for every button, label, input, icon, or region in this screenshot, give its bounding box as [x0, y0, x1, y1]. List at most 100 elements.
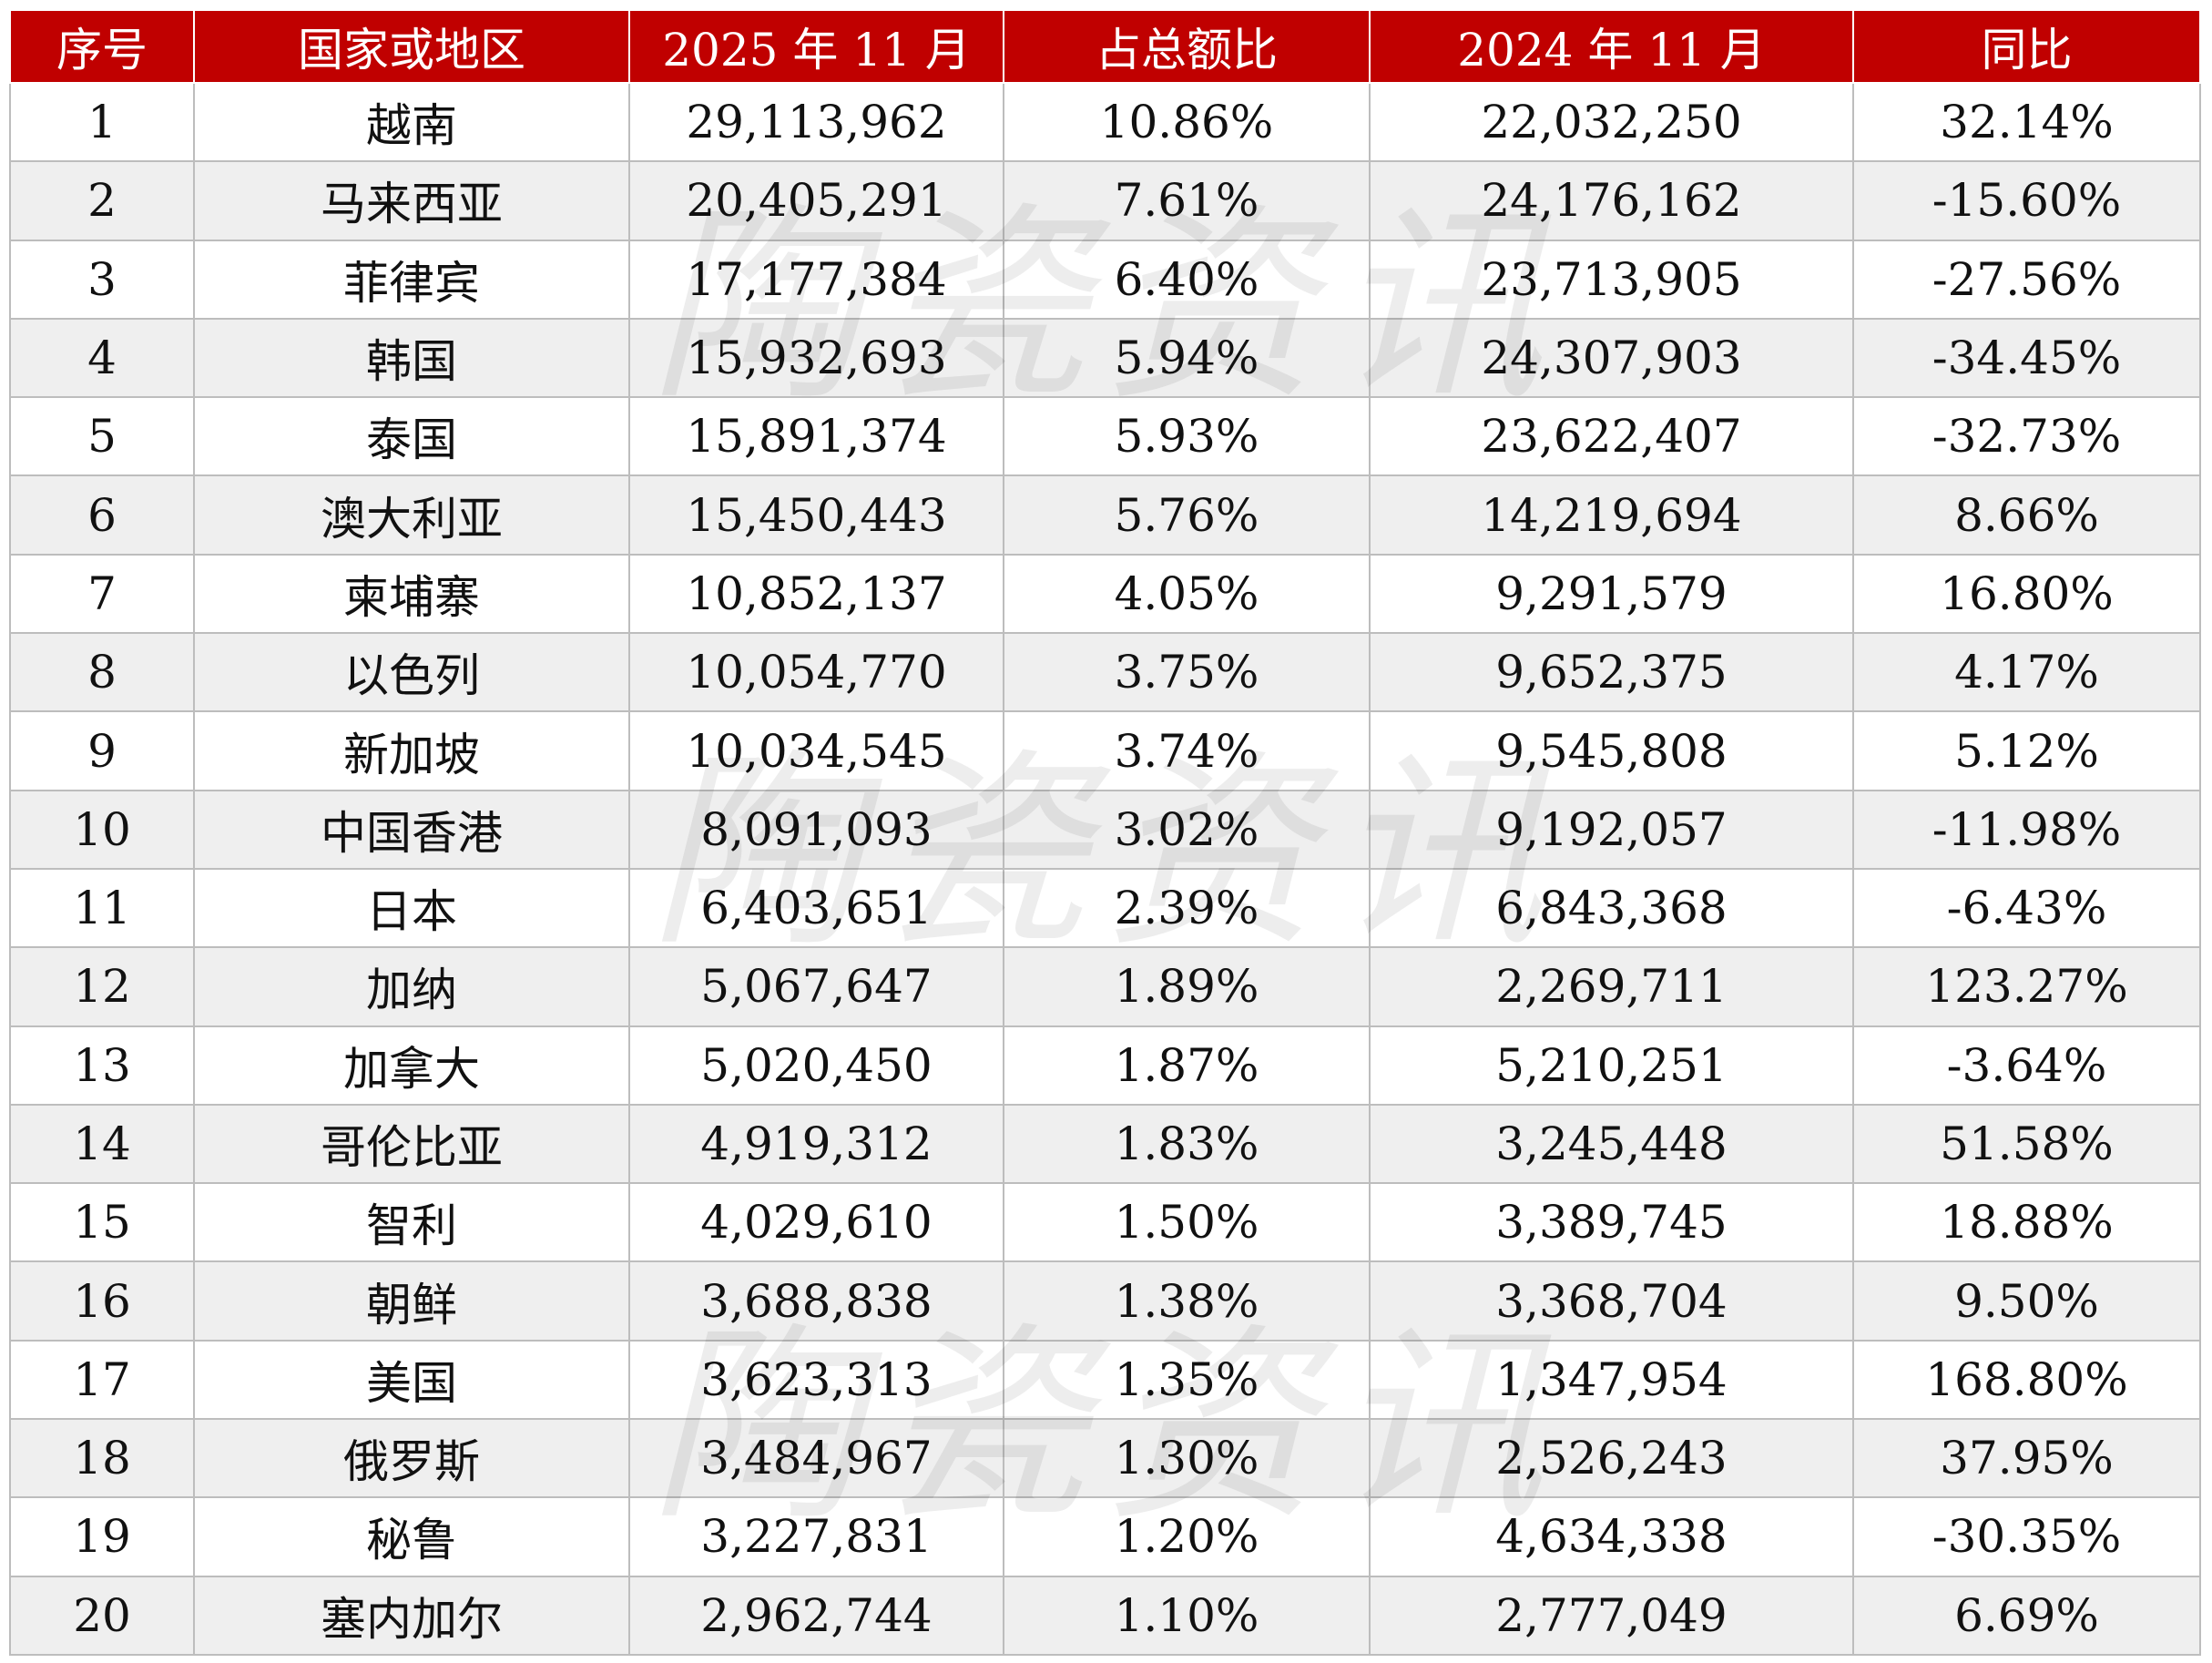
table-row: 11 日本 6,403,651 2.39% 6,843,368 -6.43% [9, 867, 2201, 949]
cell-value-2024: 2,777,049 [1369, 1575, 1854, 1657]
cell-country: 柬埔寨 [193, 553, 630, 635]
cell-share: 1.87% [1003, 1025, 1371, 1106]
cell-country: 俄罗斯 [193, 1418, 630, 1499]
cell-rank: 9 [9, 710, 195, 791]
cell-share: 1.35% [1003, 1339, 1371, 1421]
cell-yoy: 5.12% [1852, 710, 2201, 791]
cell-yoy: 9.50% [1852, 1260, 2201, 1342]
cell-value-2025: 10,852,137 [628, 553, 1004, 635]
cell-value-2025: 10,034,545 [628, 710, 1004, 791]
table-row: 20 塞内加尔 2,962,744 1.10% 2,777,049 6.69% [9, 1575, 2201, 1657]
cell-country: 以色列 [193, 632, 630, 713]
cell-country: 泰国 [193, 396, 630, 477]
cell-yoy: -11.98% [1852, 789, 2201, 870]
cell-country: 塞内加尔 [193, 1575, 630, 1657]
cell-value-2024: 2,526,243 [1369, 1418, 1854, 1499]
table-row: 16 朝鲜 3,688,838 1.38% 3,368,704 9.50% [9, 1260, 2201, 1342]
table-row: 17 美国 3,623,313 1.35% 1,347,954 168.80% [9, 1339, 2201, 1421]
cell-value-2025: 5,020,450 [628, 1025, 1004, 1106]
cell-share: 5.93% [1003, 396, 1371, 477]
cell-value-2024: 24,176,162 [1369, 160, 1854, 241]
cell-yoy: 37.95% [1852, 1418, 2201, 1499]
cell-value-2025: 8,091,093 [628, 789, 1004, 870]
cell-value-2025: 3,623,313 [628, 1339, 1004, 1421]
cell-value-2024: 6,843,368 [1369, 867, 1854, 949]
cell-share: 1.83% [1003, 1103, 1371, 1185]
cell-rank: 13 [9, 1025, 195, 1106]
cell-yoy: 168.80% [1852, 1339, 2201, 1421]
table-row: 8 以色列 10,054,770 3.75% 9,652,375 4.17% [9, 632, 2201, 713]
cell-value-2024: 3,368,704 [1369, 1260, 1854, 1342]
header-2024-nov: 2024 年 11 月 [1369, 9, 1854, 84]
cell-rank: 20 [9, 1575, 195, 1657]
table-row: 6 澳大利亚 15,450,443 5.76% 14,219,694 8.66% [9, 474, 2201, 556]
cell-share: 1.20% [1003, 1496, 1371, 1577]
cell-country: 加纳 [193, 946, 630, 1027]
cell-yoy: 4.17% [1852, 632, 2201, 713]
cell-share: 3.02% [1003, 789, 1371, 870]
cell-value-2025: 20,405,291 [628, 160, 1004, 241]
table-row: 19 秘鲁 3,227,831 1.20% 4,634,338 -30.35% [9, 1496, 2201, 1577]
cell-value-2025: 4,029,610 [628, 1182, 1004, 1263]
cell-yoy: 51.58% [1852, 1103, 2201, 1185]
cell-rank: 8 [9, 632, 195, 713]
cell-value-2025: 4,919,312 [628, 1103, 1004, 1185]
cell-rank: 11 [9, 867, 195, 949]
cell-rank: 7 [9, 553, 195, 635]
cell-rank: 18 [9, 1418, 195, 1499]
cell-yoy: -32.73% [1852, 396, 2201, 477]
cell-value-2024: 14,219,694 [1369, 474, 1854, 556]
cell-value-2024: 9,192,057 [1369, 789, 1854, 870]
cell-yoy: -30.35% [1852, 1496, 2201, 1577]
table-row: 15 智利 4,029,610 1.50% 3,389,745 18.88% [9, 1182, 2201, 1263]
table-row: 3 菲律宾 17,177,384 6.40% 23,713,905 -27.56% [9, 239, 2201, 320]
cell-value-2025: 15,891,374 [628, 396, 1004, 477]
cell-value-2025: 5,067,647 [628, 946, 1004, 1027]
cell-rank: 15 [9, 1182, 195, 1263]
header-country: 国家或地区 [193, 9, 630, 84]
table-row: 1 越南 29,113,962 10.86% 22,032,250 32.14% [9, 81, 2201, 163]
cell-value-2024: 5,210,251 [1369, 1025, 1854, 1106]
cell-rank: 5 [9, 396, 195, 477]
table-row: 2 马来西亚 20,405,291 7.61% 24,176,162 -15.60% [9, 160, 2201, 241]
cell-value-2024: 9,652,375 [1369, 632, 1854, 713]
table-row: 5 泰国 15,891,374 5.93% 23,622,407 -32.73% [9, 396, 2201, 477]
table-header: 序号 国家或地区 2025 年 11 月 占总额比 2024 年 11 月 同比 [9, 9, 2201, 84]
cell-rank: 10 [9, 789, 195, 870]
cell-value-2024: 9,291,579 [1369, 553, 1854, 635]
cell-country: 韩国 [193, 317, 630, 399]
cell-share: 1.30% [1003, 1418, 1371, 1499]
cell-share: 3.74% [1003, 710, 1371, 791]
table-row: 13 加拿大 5,020,450 1.87% 5,210,251 -3.64% [9, 1025, 2201, 1106]
cell-value-2025: 3,227,831 [628, 1496, 1004, 1577]
cell-share: 3.75% [1003, 632, 1371, 713]
cell-country: 菲律宾 [193, 239, 630, 320]
cell-share: 6.40% [1003, 239, 1371, 320]
cell-value-2025: 29,113,962 [628, 81, 1004, 163]
cell-yoy: -3.64% [1852, 1025, 2201, 1106]
cell-rank: 16 [9, 1260, 195, 1342]
cell-value-2024: 3,389,745 [1369, 1182, 1854, 1263]
header-2025-nov: 2025 年 11 月 [628, 9, 1004, 84]
cell-rank: 14 [9, 1103, 195, 1185]
table-row: 9 新加坡 10,034,545 3.74% 9,545,808 5.12% [9, 710, 2201, 791]
table-row: 14 哥伦比亚 4,919,312 1.83% 3,245,448 51.58% [9, 1103, 2201, 1185]
cell-value-2024: 4,634,338 [1369, 1496, 1854, 1577]
cell-country: 美国 [193, 1339, 630, 1421]
cell-rank: 1 [9, 81, 195, 163]
cell-yoy: 18.88% [1852, 1182, 2201, 1263]
cell-rank: 2 [9, 160, 195, 241]
header-share: 占总额比 [1003, 9, 1371, 84]
cell-yoy: 6.69% [1852, 1575, 2201, 1657]
table-row: 12 加纳 5,067,647 1.89% 2,269,711 123.27% [9, 946, 2201, 1027]
cell-share: 10.86% [1003, 81, 1371, 163]
cell-value-2024: 9,545,808 [1369, 710, 1854, 791]
cell-country: 越南 [193, 81, 630, 163]
cell-share: 1.50% [1003, 1182, 1371, 1263]
cell-country: 智利 [193, 1182, 630, 1263]
cell-rank: 17 [9, 1339, 195, 1421]
cell-value-2025: 15,450,443 [628, 474, 1004, 556]
cell-value-2024: 1,347,954 [1369, 1339, 1854, 1421]
cell-share: 4.05% [1003, 553, 1371, 635]
cell-value-2025: 10,054,770 [628, 632, 1004, 713]
